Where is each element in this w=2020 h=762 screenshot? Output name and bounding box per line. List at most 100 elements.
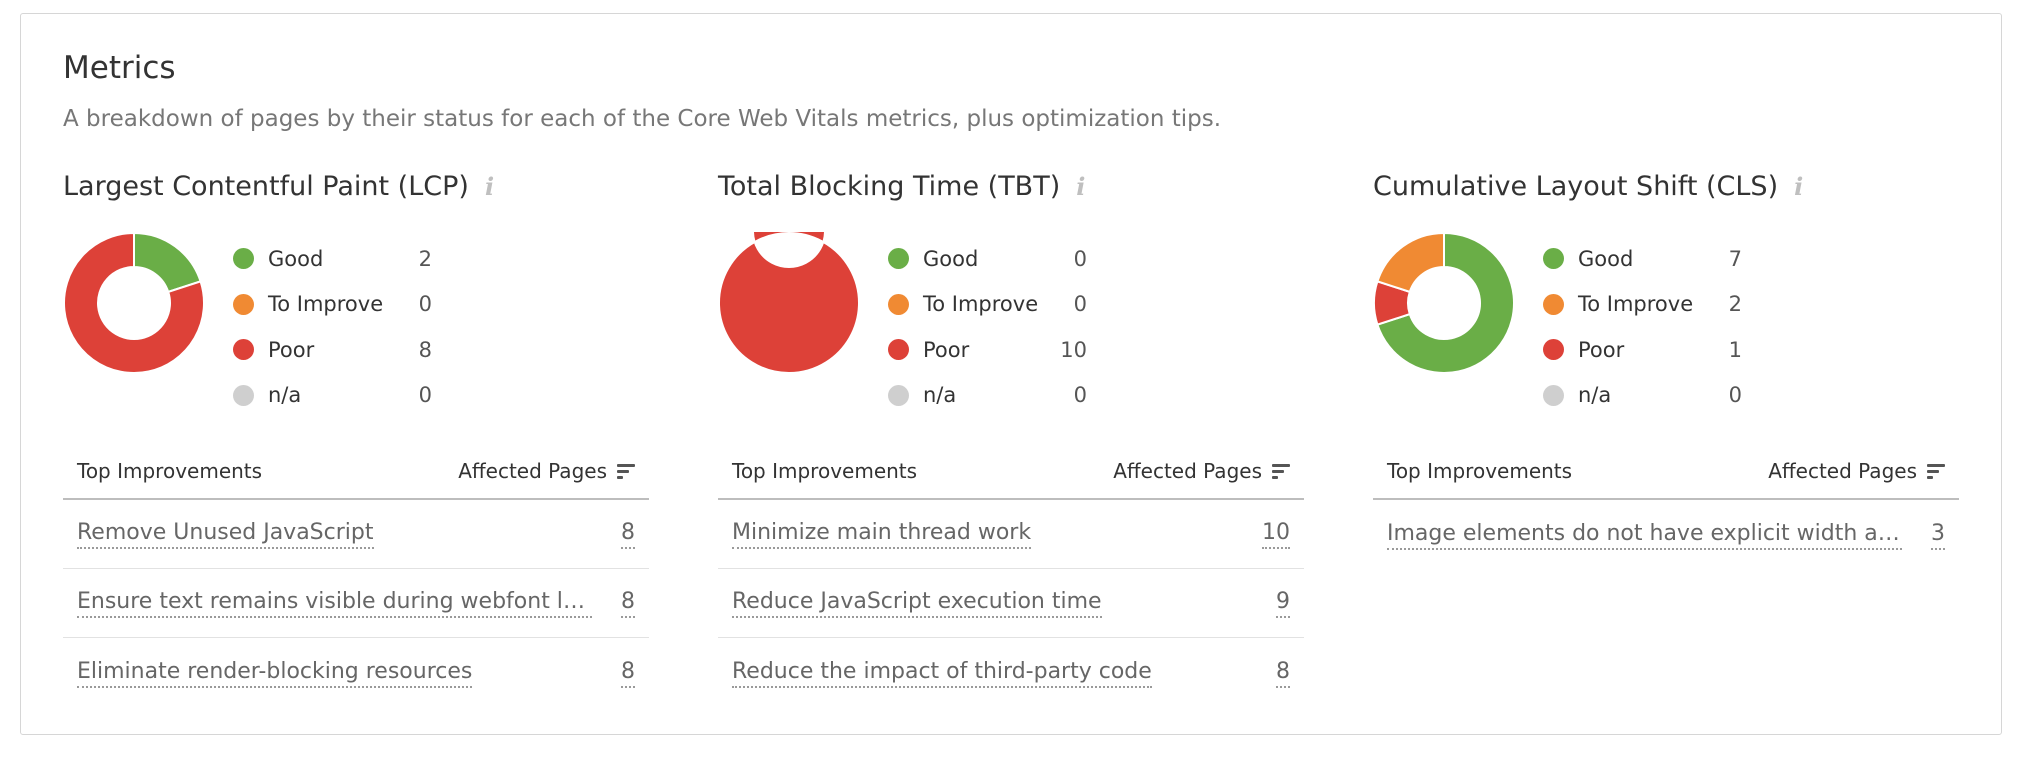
legend-label: n/a bbox=[1578, 383, 1612, 408]
column-affected-pages-label: Affected Pages bbox=[458, 459, 607, 483]
column-affected-pages-label: Affected Pages bbox=[1768, 459, 1917, 483]
column-affected-pages-label: Affected Pages bbox=[1113, 459, 1262, 483]
donut-svg bbox=[63, 232, 205, 374]
info-icon[interactable]: i bbox=[1076, 171, 1086, 201]
legend-item-good: Good 0 bbox=[888, 236, 1087, 282]
legend-item-na: n/a 0 bbox=[888, 373, 1087, 419]
table-row: Reduce the impact of third-party code 8 bbox=[718, 638, 1304, 707]
legend-item-to-improve: To Improve 2 bbox=[1543, 282, 1742, 328]
affected-pages-count[interactable]: 8 bbox=[1276, 658, 1290, 688]
page-subtitle: A breakdown of pages by their status for… bbox=[63, 106, 1222, 132]
affected-pages-count[interactable]: 8 bbox=[621, 519, 635, 549]
table-header: Top Improvements Affected Pages bbox=[718, 444, 1304, 500]
legend-value: 1 bbox=[1728, 337, 1742, 362]
page-title: Metrics bbox=[63, 50, 176, 86]
legend-dot bbox=[233, 248, 254, 270]
legend-item-poor: Poor 10 bbox=[888, 327, 1087, 373]
legend: Good 2 To Improve 0 Poor 8 n/a 0 bbox=[233, 236, 432, 418]
legend-dot bbox=[888, 293, 909, 315]
legend-value: 2 bbox=[1728, 292, 1742, 317]
improvement-link[interactable]: Reduce JavaScript execution time bbox=[732, 588, 1102, 618]
column-top-improvements: Top Improvements bbox=[732, 459, 918, 483]
affected-pages-count[interactable]: 10 bbox=[1262, 519, 1290, 549]
legend-dot bbox=[1543, 384, 1564, 406]
sort-icon[interactable] bbox=[617, 463, 635, 479]
legend-dot bbox=[1543, 248, 1564, 270]
sort-icon[interactable] bbox=[1272, 463, 1290, 479]
column-top-improvements: Top Improvements bbox=[77, 459, 263, 483]
legend-item-poor: Poor 1 bbox=[1543, 327, 1742, 373]
legend-item-na: n/a 0 bbox=[1543, 373, 1742, 419]
metric-tbt: Total Blocking Time (TBT) i Good 0 To Improv… bbox=[718, 166, 1304, 688]
legend-label: n/a bbox=[923, 383, 957, 408]
legend-label: To Improve bbox=[1578, 292, 1694, 317]
legend-item-good: Good 2 bbox=[233, 236, 432, 282]
table-row: Minimize main thread work 10 bbox=[718, 500, 1304, 569]
table-row: Eliminate render-blocking resources 8 bbox=[63, 638, 649, 707]
legend-value: 7 bbox=[1728, 246, 1742, 271]
legend-item-to-improve: To Improve 0 bbox=[888, 282, 1087, 328]
metrics-card: Metrics A breakdown of pages by their st… bbox=[20, 13, 2002, 735]
affected-pages-count[interactable]: 3 bbox=[1931, 520, 1945, 550]
column-affected-pages[interactable]: Affected Pages bbox=[458, 459, 635, 483]
donut-svg bbox=[718, 232, 860, 374]
table-header: Top Improvements Affected Pages bbox=[1373, 444, 1959, 500]
legend-dot bbox=[888, 248, 909, 270]
donut-chart bbox=[1373, 232, 1515, 374]
improvement-link[interactable]: Remove Unused JavaScript bbox=[77, 519, 374, 549]
legend-dot bbox=[888, 384, 909, 406]
legend-label: Good bbox=[1578, 246, 1634, 271]
sort-icon[interactable] bbox=[1927, 463, 1945, 479]
metric-title-text: Largest Contentful Paint (LCP) bbox=[63, 170, 469, 202]
donut-slice-poor[interactable] bbox=[63, 232, 205, 374]
improvements-table: Top Improvements Affected Pages Remove Unu… bbox=[63, 444, 649, 707]
legend-dot bbox=[233, 293, 254, 315]
donut-slice-good[interactable] bbox=[133, 232, 202, 294]
legend-value: 0 bbox=[1073, 383, 1087, 408]
metric-title-text: Cumulative Layout Shift (CLS) bbox=[1373, 170, 1779, 202]
column-affected-pages[interactable]: Affected Pages bbox=[1768, 459, 1945, 483]
affected-pages-count[interactable]: 8 bbox=[621, 588, 635, 618]
improvement-link[interactable]: Eliminate render-blocking resources bbox=[77, 658, 473, 688]
legend-label: Good bbox=[923, 246, 979, 271]
improvement-link[interactable]: Reduce the impact of third-party code bbox=[732, 658, 1152, 688]
legend-dot bbox=[1543, 339, 1564, 361]
info-icon[interactable]: i bbox=[484, 171, 495, 201]
affected-pages-count[interactable]: 8 bbox=[621, 658, 635, 688]
legend-label: Poor bbox=[1578, 337, 1625, 362]
improvement-link[interactable]: Minimize main thread work bbox=[732, 519, 1032, 549]
legend-value: 8 bbox=[418, 337, 432, 362]
legend-value: 10 bbox=[1060, 337, 1087, 362]
table-row: Remove Unused JavaScript 8 bbox=[63, 500, 649, 569]
legend-dot bbox=[233, 384, 254, 406]
legend-value: 0 bbox=[1073, 246, 1087, 271]
metric-title: Total Blocking Time (TBT) i bbox=[718, 166, 1304, 206]
info-icon[interactable]: i bbox=[1794, 171, 1804, 201]
improvement-link[interactable]: Ensure text remains visible during webfo… bbox=[77, 588, 592, 618]
table-row: Image elements do not have explicit widt… bbox=[1373, 500, 1959, 569]
legend-value: 0 bbox=[418, 383, 432, 408]
table-row: Ensure text remains visible during webfo… bbox=[63, 569, 649, 638]
legend-label: n/a bbox=[268, 383, 302, 408]
donut-chart bbox=[718, 232, 860, 374]
legend-label: Poor bbox=[923, 337, 970, 362]
legend-value: 0 bbox=[1728, 383, 1742, 408]
legend: Good 7 To Improve 2 Poor 1 n/a 0 bbox=[1543, 236, 1742, 418]
donut-slice-good[interactable] bbox=[1376, 232, 1515, 374]
donut-slice-to-improve[interactable] bbox=[1376, 232, 1445, 294]
donut-slice-poor[interactable] bbox=[718, 232, 860, 374]
legend-label: To Improve bbox=[268, 292, 384, 317]
improvement-link[interactable]: Image elements do not have explicit widt… bbox=[1387, 520, 1902, 550]
table-header: Top Improvements Affected Pages bbox=[63, 444, 649, 500]
improvements-table: Top Improvements Affected Pages Minimize m… bbox=[718, 444, 1304, 707]
legend-dot bbox=[888, 339, 909, 361]
metric-cls: Cumulative Layout Shift (CLS) i Good 7 To Im… bbox=[1373, 166, 1959, 550]
donut-svg bbox=[1373, 232, 1515, 374]
donut-chart bbox=[63, 232, 205, 374]
legend: Good 0 To Improve 0 Poor 10 n/a 0 bbox=[888, 236, 1087, 418]
affected-pages-count[interactable]: 9 bbox=[1276, 588, 1290, 618]
column-top-improvements: Top Improvements bbox=[1387, 459, 1573, 483]
legend-value: 0 bbox=[1073, 292, 1087, 317]
column-affected-pages[interactable]: Affected Pages bbox=[1113, 459, 1290, 483]
legend-dot bbox=[1543, 293, 1564, 315]
